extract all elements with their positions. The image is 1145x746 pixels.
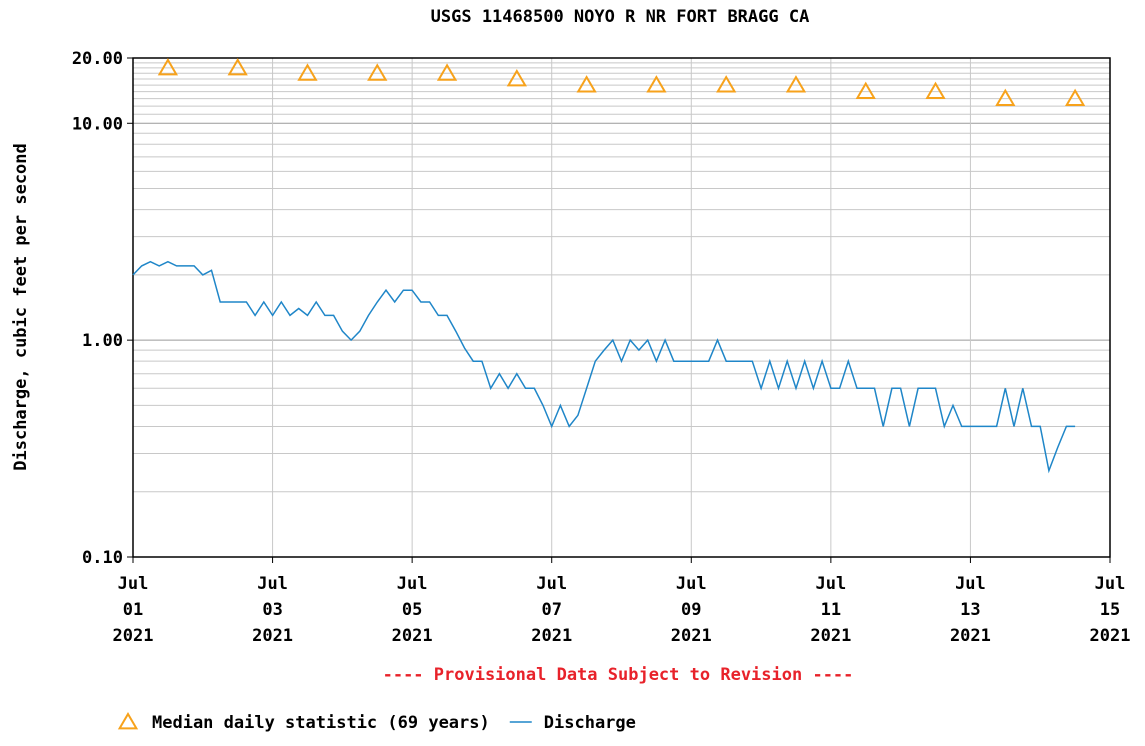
median-marker <box>297 63 318 81</box>
x-tick-label-line: 2021 <box>1090 626 1131 646</box>
y-tick-label: 20.00 <box>72 49 123 69</box>
median-marker <box>436 63 458 81</box>
x-tick-label: Jul 11 2021 <box>810 574 851 646</box>
median-marker <box>785 75 807 93</box>
x-tick-label-line: 13 <box>960 600 980 620</box>
x-tick-label-line: 2021 <box>531 626 572 646</box>
median-marker <box>995 88 1016 106</box>
x-tick-label-line: 2021 <box>810 626 851 646</box>
median-marker <box>576 75 597 93</box>
x-tick-label-line: 2021 <box>252 626 293 646</box>
legend-marker <box>117 712 139 730</box>
x-tick-label-line: 2021 <box>392 626 433 646</box>
x-tick-label-line: 2021 <box>671 626 712 646</box>
x-tick-label-line: Jul <box>676 574 707 594</box>
y-axis-label: Discharge, cubic feet per second <box>11 143 31 471</box>
x-tick-label-line: Jul <box>257 574 288 594</box>
y-tick-label: 0.10 <box>82 548 123 568</box>
median-marker <box>227 57 248 76</box>
x-tick-label-line: Jul <box>118 574 149 594</box>
median-marker <box>506 69 527 87</box>
x-tick-label-line: 07 <box>541 600 561 620</box>
median-marker <box>157 57 179 76</box>
median-marker <box>367 63 388 81</box>
x-tick-label-line: Jul <box>397 574 428 594</box>
x-tick-label: Jul 01 2021 <box>113 574 154 646</box>
x-tick-label: Jul 09 2021 <box>671 574 712 646</box>
x-tick-label: Jul 03 2021 <box>252 574 293 646</box>
x-tick-label-line: Jul <box>815 574 846 594</box>
x-tick-label: Jul 05 2021 <box>392 574 433 646</box>
plot-frame <box>132 57 1111 558</box>
median-marker <box>716 75 737 93</box>
discharge-line <box>132 260 1076 474</box>
x-tick-label-line: 15 <box>1100 600 1120 620</box>
x-tick-label-line: 01 <box>123 600 143 620</box>
median-marker <box>646 75 667 93</box>
x-tick-label-line: Jul <box>536 574 567 594</box>
x-tick-label-line: 03 <box>262 600 282 620</box>
x-tick-label-line: 2021 <box>113 626 154 646</box>
x-tick-label-line: 2021 <box>950 626 991 646</box>
median-marker <box>1064 88 1086 106</box>
chart-title: USGS 11468500 NOYO R NR FORT BRAGG CA <box>431 7 810 27</box>
x-tick-label: Jul 07 2021 <box>531 574 572 646</box>
x-tick-label-line: 09 <box>681 600 701 620</box>
legend-label: Discharge <box>544 713 636 733</box>
y-tick-label: 1.00 <box>82 331 123 351</box>
provisional-note: ---- Provisional Data Subject to Revisio… <box>383 665 854 685</box>
x-tick-label-line: Jul <box>955 574 986 594</box>
x-tick-label: Jul 13 2021 <box>950 574 991 646</box>
x-tick-label-line: 11 <box>821 600 841 620</box>
median-marker <box>925 81 946 99</box>
median-marker <box>855 81 876 99</box>
y-tick-label: 10.00 <box>72 114 123 134</box>
x-tick-label-line: Jul <box>1095 574 1126 594</box>
x-tick-label-line: 05 <box>402 600 422 620</box>
legend-label: Median daily statistic (69 years) <box>152 713 490 733</box>
x-tick-label: Jul 15 2021 <box>1090 574 1131 646</box>
